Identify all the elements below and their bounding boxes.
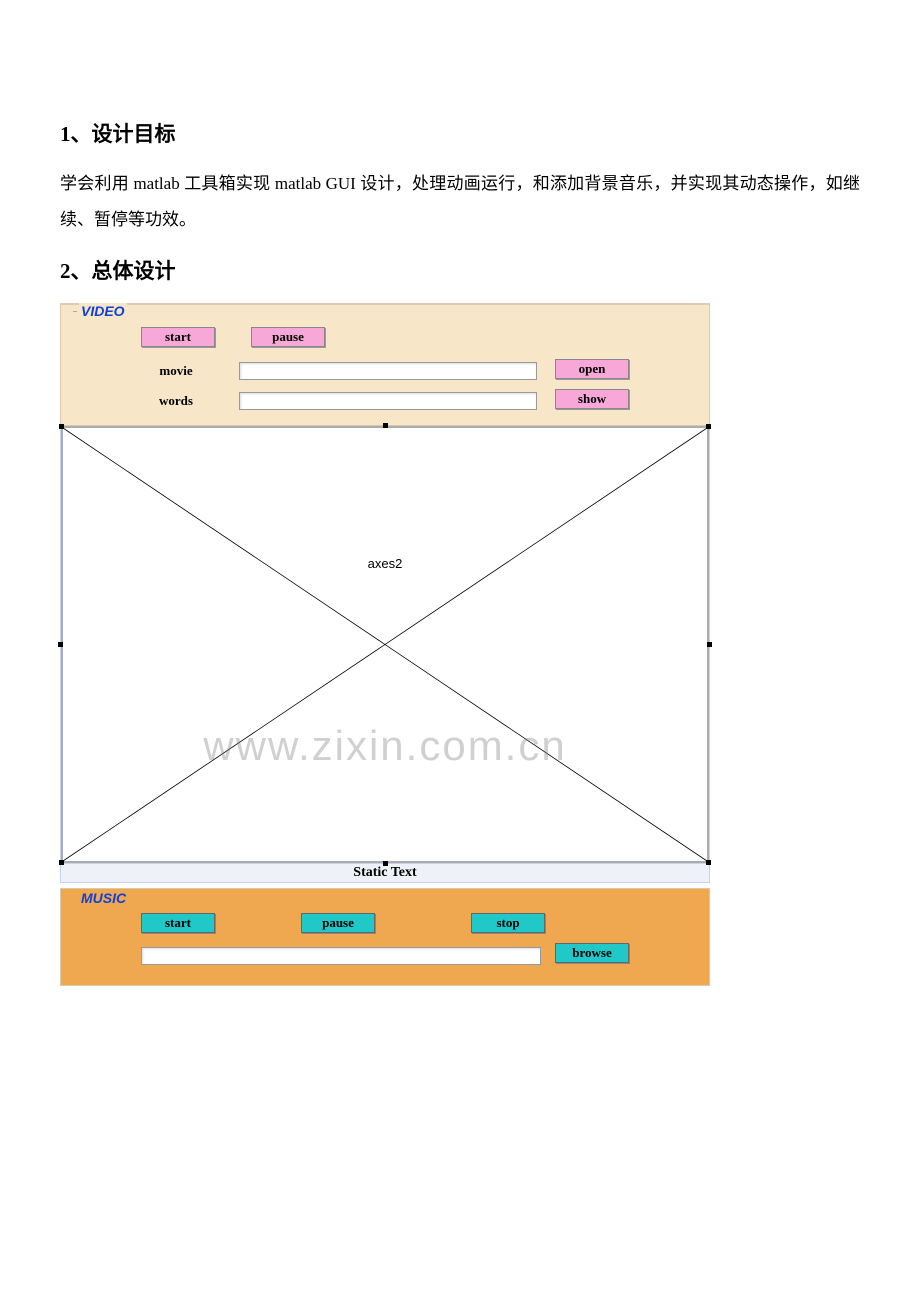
music-panel: MUSIC start pause stop browse: [60, 888, 710, 986]
movie-input[interactable]: [239, 362, 537, 380]
music-pause-button[interactable]: pause: [301, 913, 375, 933]
axes-placeholder: axes2 www.zixin.com.cn: [60, 426, 710, 863]
video-legend: VIDEO: [79, 303, 127, 319]
axes-label: axes2: [368, 556, 403, 571]
music-start-button[interactable]: start: [141, 913, 215, 933]
video-panel: VIDEO start pause movie open words show: [60, 303, 710, 426]
video-start-button[interactable]: start: [141, 327, 215, 347]
show-button[interactable]: show: [555, 389, 629, 409]
gui-figure: VIDEO start pause movie open words show: [60, 303, 710, 986]
section1-heading: 1、设计目标: [60, 118, 860, 148]
music-stop-button[interactable]: stop: [471, 913, 545, 933]
video-pause-button[interactable]: pause: [251, 327, 325, 347]
open-button[interactable]: open: [555, 359, 629, 379]
words-label: words: [136, 393, 216, 409]
watermark-text: www.zixin.com.cn: [203, 722, 566, 770]
section2-heading: 2、总体设计: [60, 255, 860, 285]
music-legend: MUSIC: [79, 890, 128, 906]
browse-button[interactable]: browse: [555, 943, 629, 963]
music-path-input[interactable]: [141, 947, 541, 965]
movie-label: movie: [136, 363, 216, 379]
section1-body: 学会利用 matlab 工具箱实现 matlab GUI 设计，处理动画运行，和…: [60, 166, 860, 237]
static-text-label: Static Text: [60, 863, 710, 883]
axes-x-icon: [61, 426, 709, 863]
words-input[interactable]: [239, 392, 537, 410]
